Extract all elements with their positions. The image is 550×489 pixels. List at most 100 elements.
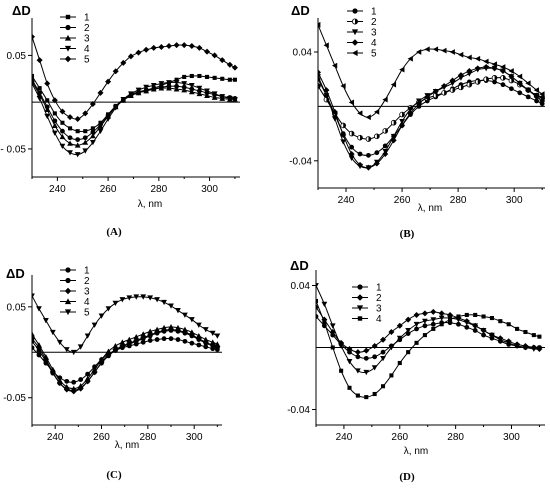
data-point [154, 337, 160, 342]
data-point [372, 391, 377, 397]
legend-label: 5 [84, 55, 90, 66]
data-point [441, 47, 447, 54]
data-point [432, 88, 439, 95]
data-point [49, 329, 56, 336]
data-point [347, 349, 352, 355]
data-point [220, 76, 225, 81]
data-point [355, 393, 360, 398]
data-point [380, 384, 386, 389]
data-point [231, 64, 238, 71]
data-point [60, 120, 65, 125]
data-point [59, 143, 66, 150]
data-point [348, 130, 355, 137]
data-point [525, 87, 532, 94]
data-point [474, 55, 481, 62]
series-4 [32, 323, 221, 392]
data-point [68, 126, 73, 131]
legend-label: 5 [371, 49, 377, 60]
x-tick-label: 260 [394, 195, 411, 206]
data-point [158, 43, 165, 50]
data-point [416, 49, 422, 55]
panel-label: (C) [106, 469, 122, 481]
legend-marker [357, 284, 363, 290]
legend-label: 2 [371, 17, 377, 28]
data-point [357, 151, 363, 157]
data-point [82, 148, 89, 154]
data-point [204, 88, 210, 94]
data-point [500, 82, 506, 88]
data-point [316, 304, 319, 311]
data-point [161, 324, 167, 331]
x-tick-label: 300 [186, 432, 203, 443]
data-point [346, 346, 353, 353]
data-point [44, 113, 51, 120]
marker-half [486, 76, 489, 82]
legend-label: 1 [371, 7, 377, 18]
x-tick-label: 240 [338, 195, 355, 206]
data-point [441, 90, 447, 96]
data-point [489, 316, 494, 321]
legend-label: 3 [84, 34, 90, 45]
series-line [32, 81, 236, 156]
series-line [32, 338, 218, 383]
data-point [390, 133, 397, 140]
data-point [348, 151, 355, 157]
data-point [219, 94, 226, 100]
series-1 [318, 76, 545, 158]
data-point [97, 89, 104, 96]
data-point [196, 44, 203, 51]
series-1 [316, 314, 542, 361]
data-point [365, 136, 372, 142]
marker-half [460, 84, 464, 90]
data-point [318, 74, 321, 80]
data-point [525, 94, 531, 100]
data-point [195, 322, 202, 328]
legend-marker [352, 8, 358, 14]
data-point [212, 75, 217, 80]
data-point [489, 335, 495, 341]
data-point [52, 111, 57, 116]
data-point [181, 87, 188, 93]
data-point [51, 130, 58, 136]
data-point [438, 310, 445, 317]
data-point [147, 328, 154, 334]
data-point [203, 344, 209, 350]
data-point [36, 57, 43, 64]
legend-marker [351, 29, 359, 36]
y-tick-label: 0.05 [7, 51, 27, 62]
data-point [531, 333, 536, 338]
data-point [382, 151, 389, 157]
data-point [523, 329, 528, 335]
series-5 [32, 33, 238, 123]
data-point [182, 74, 187, 79]
data-point [346, 359, 353, 365]
data-point [464, 324, 470, 330]
data-point [318, 83, 321, 89]
data-point [78, 377, 84, 382]
legend-marker [65, 14, 71, 20]
data-point [44, 106, 51, 113]
data-point [140, 294, 147, 300]
data-point [182, 338, 188, 344]
data-point [181, 42, 188, 49]
data-point [67, 135, 73, 141]
data-point [421, 310, 428, 317]
x-tick-label: 300 [503, 432, 520, 443]
data-point [390, 81, 397, 88]
data-point [89, 132, 96, 139]
data-point [135, 49, 142, 56]
data-point [90, 129, 96, 135]
data-point [209, 339, 216, 345]
data-point [399, 66, 405, 73]
legend-label: 2 [84, 276, 90, 287]
data-point [481, 332, 486, 338]
legend-marker [65, 267, 71, 273]
data-point [51, 122, 58, 128]
data-point [204, 74, 210, 79]
data-point [481, 314, 486, 319]
data-point [505, 340, 512, 346]
data-point [413, 321, 420, 328]
